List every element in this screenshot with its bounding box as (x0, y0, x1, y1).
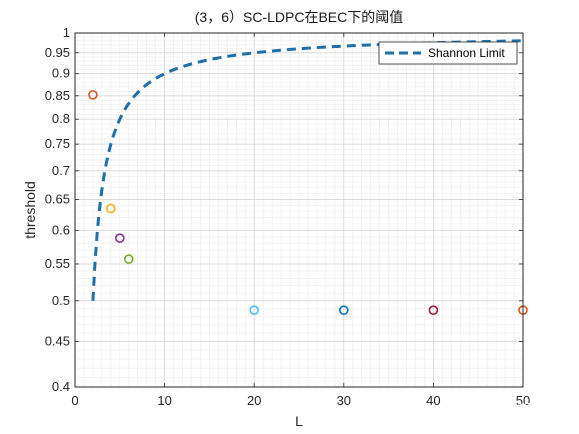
threshold-point (249, 305, 259, 315)
x-axis-ticks: 0 10 20 30 40 50 (71, 33, 530, 408)
threshold-point (115, 233, 125, 243)
chart-title: (3，6）SC-LDPC在BEC下的阈值 (195, 9, 403, 25)
y-tick-label: 0.9 (52, 66, 70, 81)
legend-label: Shannon Limit (428, 46, 505, 60)
shannon-limit-line (91, 39, 524, 301)
y-tick-label: 0.7 (52, 163, 70, 178)
x-tick-label: 10 (157, 393, 171, 408)
y-tick-label: 1 (63, 25, 70, 40)
y-tick-label: 0.75 (45, 136, 70, 151)
y-tick-label: 0.8 (52, 111, 70, 126)
series-lines (91, 39, 524, 301)
minor-grid (75, 33, 523, 387)
x-axis-label: L (295, 413, 303, 429)
y-tick-label: 0.55 (45, 256, 70, 271)
y-axis-label: threshold (22, 181, 38, 239)
threshold-point (428, 305, 439, 315)
y-tick-label: 0.5 (52, 293, 70, 308)
y-tick-label: 0.85 (45, 88, 70, 103)
y-axis-ticks: 0.4 0.45 0.5 0.55 0.6 0.65 0.7 0.75 0.8 0.85 0.9 0.… (45, 25, 523, 394)
legend-box (378, 41, 518, 65)
threshold-point (123, 254, 134, 264)
y-tick-label: 0.95 (45, 45, 70, 60)
y-tick-label: 0.4 (52, 379, 70, 394)
x-tick-label: 50 (516, 393, 530, 408)
legend: Shannon Limit (378, 41, 518, 65)
x-tick-label: 40 (426, 393, 440, 408)
threshold-point (88, 90, 98, 100)
y-tick-label: 0.45 (45, 333, 70, 348)
y-tick-label: 0.6 (52, 222, 70, 237)
y-tick-label: 0.65 (45, 191, 70, 206)
x-tick-label: 20 (247, 393, 261, 408)
threshold-point (106, 203, 116, 214)
x-tick-label: 0 (71, 393, 78, 408)
plot-frame (74, 32, 524, 388)
threshold-point (338, 305, 349, 315)
x-tick-label: 30 (337, 393, 351, 408)
watermark: 知乎 @拉格朗日 (453, 401, 562, 418)
